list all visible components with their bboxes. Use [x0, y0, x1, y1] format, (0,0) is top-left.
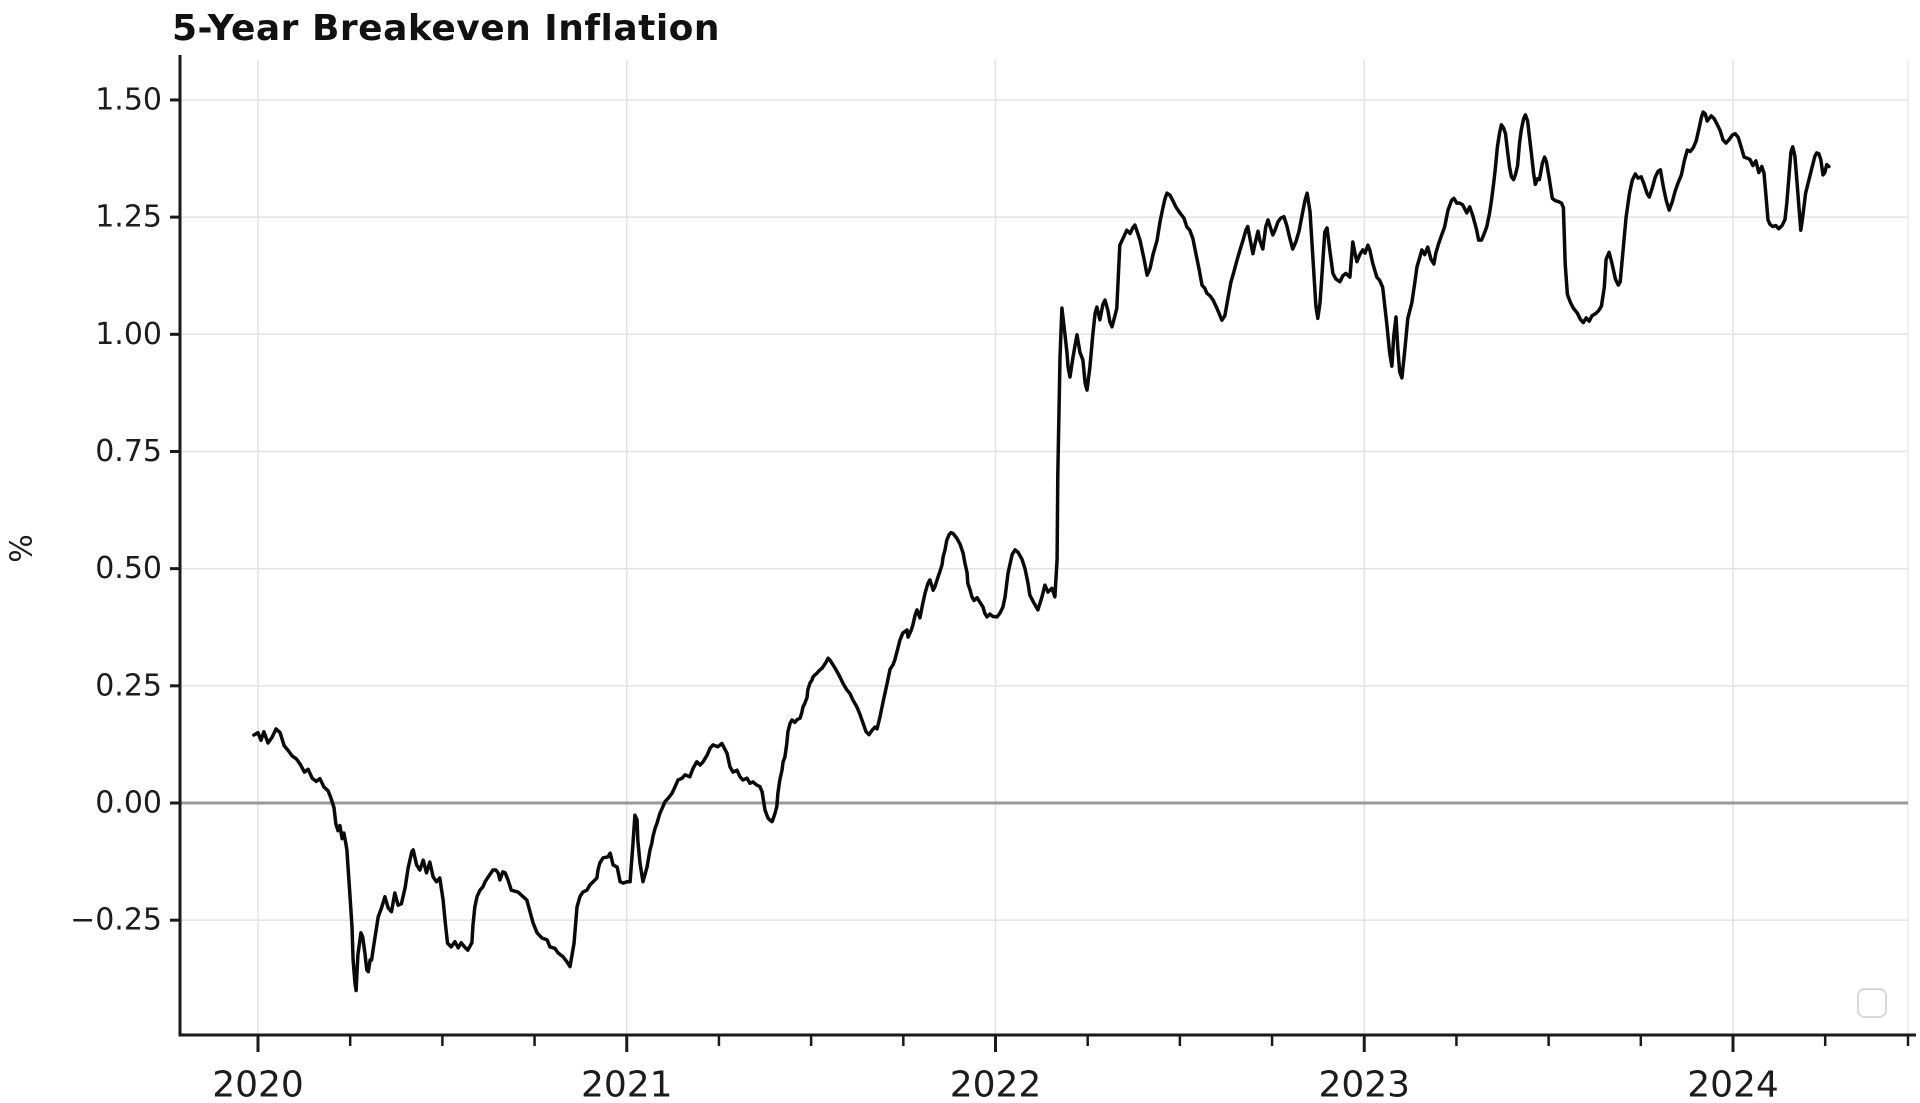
x-tick-label: 2020 [212, 1065, 304, 1103]
y-tick-label: 1.50 [95, 82, 162, 117]
x-tick-label: 2021 [581, 1065, 673, 1103]
y-tick-label: 0.50 [95, 551, 162, 586]
y-tick-label: 1.00 [95, 317, 162, 352]
y-tick-label: 0.00 [95, 786, 162, 821]
legend-box [1857, 988, 1887, 1018]
x-tick-label: 2023 [1318, 1065, 1410, 1103]
y-tick-label: 0.25 [95, 668, 162, 703]
data-line [252, 110, 1831, 993]
x-tick-label: 2024 [1687, 1065, 1779, 1103]
y-tick-label: 1.25 [95, 200, 162, 235]
y-tick-label: −0.25 [70, 903, 162, 938]
y-tick-label: 0.75 [95, 434, 162, 469]
x-tick-label: 2022 [950, 1065, 1042, 1103]
chart-title: 5-Year Breakeven Inflation [172, 8, 721, 49]
